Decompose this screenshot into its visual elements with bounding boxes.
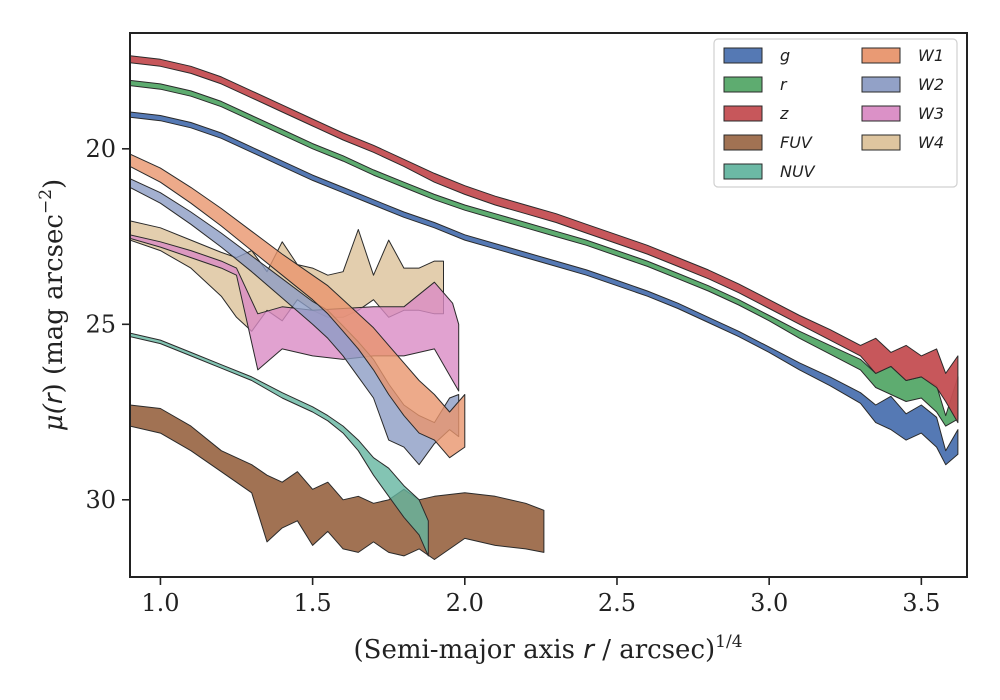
- x-axis-label: (Semi-major axis r / arcsec)1/4: [353, 632, 742, 665]
- legend-label-nuv: NUV: [780, 162, 816, 181]
- legend-label-z: z: [779, 104, 789, 123]
- legend-swatch-nuv: [723, 163, 763, 180]
- legend-swatch-r: [723, 76, 763, 93]
- legend-label-r: r: [780, 75, 788, 94]
- x-tick-label: 1.0: [141, 589, 179, 617]
- y-axis-label-rest: ) (mag arcsec: [39, 214, 69, 393]
- area-fuv: [130, 404, 545, 560]
- x-tick-label: 3.5: [902, 589, 940, 617]
- x-axis-label-main: (Semi-major axis: [353, 635, 583, 665]
- legend-items: grz FUV NUV W1 W2 W3 W4: [723, 46, 944, 181]
- y-tick-label: 25: [85, 310, 116, 338]
- y-axis-label-exp: −2: [36, 189, 56, 214]
- legend-swatch-w2: [861, 76, 901, 93]
- x-axis-label-exp: 1/4: [715, 632, 742, 652]
- x-tick-label: 2.5: [598, 589, 636, 617]
- legend-swatch-z: [723, 105, 763, 122]
- area-g: [130, 111, 959, 466]
- x-tick-label: 1.5: [294, 589, 332, 617]
- legend-label-w1: W1: [918, 46, 944, 65]
- legend-label-w4: W4: [918, 133, 944, 152]
- legend-label-w2: W2: [918, 75, 944, 94]
- y-axis-label-main: μ(: [39, 403, 69, 431]
- x-tick-label: 2.0: [446, 589, 484, 617]
- legend-swatch-g: [723, 47, 763, 64]
- legend: grz FUV NUV W1 W2 W3 W4: [713, 38, 958, 188]
- area-w1: [130, 153, 466, 459]
- legend-label-w3: W3: [918, 104, 944, 123]
- x-axis-ticks: 1.0 1.5 2.0 2.5 3.0 3.5: [141, 577, 940, 617]
- y-tick-label: 20: [85, 135, 116, 163]
- legend-swatch-w4: [861, 134, 901, 151]
- y-tick-label: 30: [85, 486, 116, 514]
- area-z: [130, 55, 959, 424]
- y-axis-label-var: r: [39, 391, 69, 404]
- legend-swatch-w1: [861, 47, 901, 64]
- legend-swatch-fuv: [723, 134, 763, 151]
- y-axis-ticks: 20 25 30: [85, 135, 130, 514]
- y-axis-label-close: ): [39, 179, 69, 189]
- x-axis-label-rest: / arcsec): [594, 635, 715, 665]
- x-axis-label-var: r: [583, 635, 596, 665]
- y-axis-label: μ(r) (mag arcsec−2): [36, 179, 69, 431]
- area-nuv: [130, 332, 429, 557]
- plot-frame: [129, 32, 968, 578]
- x-tick-label: 3.0: [750, 589, 788, 617]
- legend-swatch-w3: [861, 105, 901, 122]
- legend-label-g: g: [780, 46, 790, 65]
- series-areas: [130, 55, 959, 560]
- legend-label-fuv: FUV: [780, 133, 813, 152]
